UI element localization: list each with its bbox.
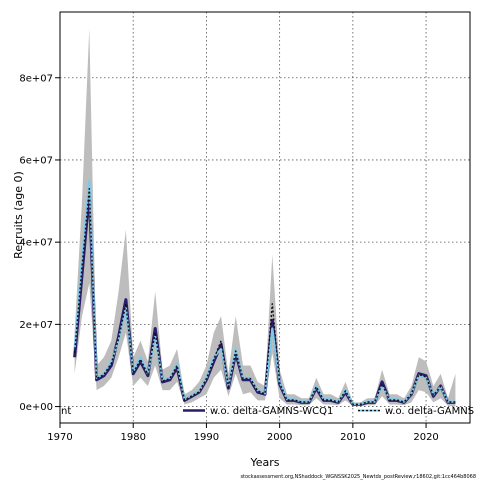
x-tick-label: 1990 (194, 432, 219, 443)
x-tick-label: 2000 (267, 432, 292, 443)
x-tick-label: 1970 (47, 432, 72, 443)
grid-lines (59, 12, 470, 423)
confidence-band-area (74, 28, 456, 407)
legend: nt w.o. delta-GAMNS-WCQ1 w.o. delta-GAMNS (61, 406, 474, 417)
legend-label: w.o. delta-GAMNS-WCQ1 (210, 406, 333, 417)
y-tick-label: 6e+07 (19, 155, 53, 166)
confidence-band (74, 28, 456, 407)
y-axis-title: Recruits (age 0) (12, 171, 25, 259)
x-axis-title: Years (249, 456, 279, 469)
y-tick-label: 2e+07 (19, 320, 53, 331)
y-tick-label: 0e+00 (19, 402, 53, 413)
series-line-0 (73, 191, 456, 406)
source-note: stockassessment.org,NShaddock_WGNSSK2025… (240, 474, 476, 480)
axes: 1970 1980 1990 2000 2010 2020 0e+00 2e+07 4e+07 6… (19, 11, 471, 443)
y-tick-label: 4e+07 (19, 238, 53, 249)
series-line-2 (73, 188, 456, 405)
y-tick-label: 8e+07 (19, 73, 53, 84)
x-tick-label: 2010 (340, 432, 365, 443)
series-line-1 (73, 179, 456, 406)
x-tick-label: 1980 (120, 432, 145, 443)
legend-label: nt (61, 406, 71, 417)
series-lines (73, 179, 456, 406)
x-tick-label: 2020 (413, 432, 438, 443)
legend-label: w.o. delta-GAMNS (385, 406, 474, 417)
plot-frame (59, 11, 471, 424)
